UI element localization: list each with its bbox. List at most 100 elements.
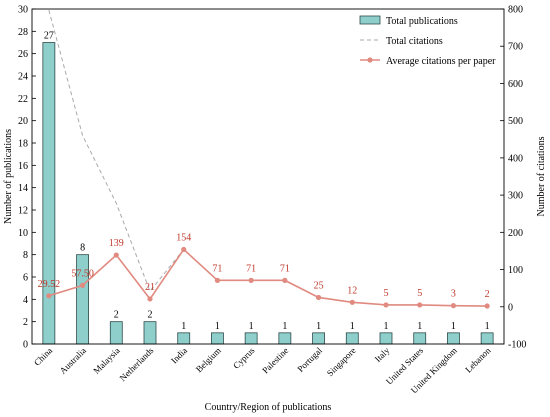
- y-tick-label: 20: [18, 116, 28, 127]
- bar-value-label: 1: [215, 321, 220, 332]
- x-tick-label: Lebanon: [463, 345, 493, 375]
- y2-tick-label: -100: [508, 340, 526, 351]
- y2-tick-label: 200: [508, 228, 523, 239]
- bar-value-label: 1: [485, 321, 490, 332]
- legend-label: Total citations: [386, 36, 443, 47]
- y2-tick-label: 500: [508, 116, 523, 127]
- y2-tick-label: 0: [508, 302, 513, 313]
- y-tick-label: 0: [23, 340, 28, 351]
- citations-line: [48, 9, 488, 307]
- y-tick-label: 8: [23, 250, 28, 261]
- bar: [42, 42, 56, 345]
- bar: [211, 332, 224, 345]
- average-value-label: 71: [246, 263, 256, 274]
- average-value-label: 29.52: [38, 279, 61, 290]
- bar: [109, 321, 123, 345]
- x-tick-label: Portugal: [295, 345, 324, 374]
- legend-label: Average citations per paper: [386, 56, 496, 67]
- y2-tick-label: 600: [508, 79, 523, 90]
- bar: [447, 332, 460, 345]
- average-point: [282, 277, 288, 283]
- bar-value-label: 1: [451, 321, 456, 332]
- bar-value-label: 1: [316, 321, 321, 332]
- average-point: [349, 299, 355, 305]
- x-tick-label: Belgium: [194, 345, 223, 374]
- bar: [379, 332, 393, 345]
- bar: [143, 321, 157, 345]
- bar: [413, 332, 427, 345]
- average-point: [147, 296, 153, 302]
- average-point: [214, 277, 221, 283]
- x-axis-title: Country/Region of publications: [205, 402, 332, 413]
- bar: [244, 332, 258, 345]
- bar-value-label: 1: [282, 321, 287, 332]
- y-tick-label: 18: [18, 139, 28, 150]
- x-tick-label: Palestine: [260, 345, 290, 375]
- x-tick-label: Malaysia: [91, 345, 121, 375]
- x-tick-label: Singapore: [325, 345, 358, 378]
- y-tick-label: 22: [18, 94, 28, 105]
- y-axis-title: Number of publications: [3, 129, 14, 224]
- bar-value-label: 1: [249, 321, 254, 332]
- legend-swatch-bar: [359, 15, 381, 25]
- y-tick-label: 10: [18, 228, 28, 239]
- average-value-label: 2: [485, 289, 490, 300]
- average-value-label: 5: [417, 288, 422, 299]
- average-value-label: 12: [347, 285, 357, 296]
- average-value-label: 154: [176, 232, 191, 243]
- average-value-label: 21: [145, 282, 155, 293]
- y-tick-label: 12: [18, 206, 28, 217]
- bar: [278, 332, 292, 345]
- y-tick-label: 26: [18, 49, 28, 60]
- bar-value-label: 1: [417, 321, 422, 332]
- x-tick-label: Australia: [58, 345, 88, 375]
- bar-value-label: 1: [350, 321, 355, 332]
- bar-value-label: 1: [181, 321, 186, 332]
- plot-frame: [31, 8, 505, 345]
- bar-value-label: 8: [80, 243, 85, 254]
- x-tick-label: Netherlands: [118, 345, 156, 383]
- y-tick-label: 2: [23, 317, 28, 328]
- average-point: [450, 303, 457, 309]
- bar: [177, 332, 191, 345]
- bar: [312, 332, 325, 345]
- average-point: [79, 282, 86, 288]
- average-point: [248, 277, 254, 283]
- average-value-label: 71: [212, 263, 222, 274]
- y2-axis-title: Number of citations: [536, 136, 547, 216]
- y-tick-label: 6: [23, 273, 28, 284]
- average-point: [181, 246, 187, 253]
- x-tick-label: India: [169, 345, 189, 365]
- x-tick-label: Italy: [373, 345, 392, 364]
- average-value-label: 5: [384, 288, 389, 299]
- bar-value-label: 2: [114, 310, 119, 321]
- y2-tick-label: 100: [508, 265, 523, 276]
- average-value-label: 71: [280, 263, 290, 274]
- average-point: [315, 294, 322, 301]
- y-tick-label: 4: [23, 295, 28, 306]
- average-point: [484, 303, 490, 309]
- y-tick-label: 30: [18, 5, 28, 16]
- y-tick-label: 28: [18, 27, 28, 38]
- x-tick-label: China: [32, 345, 54, 367]
- legend-label: Total publications: [386, 16, 458, 27]
- y2-tick-label: 400: [508, 153, 523, 164]
- y2-tick-label: 800: [508, 5, 523, 16]
- y-tick-label: 16: [18, 161, 28, 172]
- average-point: [46, 293, 52, 299]
- average-point: [383, 302, 389, 308]
- average-point: [417, 302, 423, 308]
- bar-value-label: 27: [44, 31, 54, 42]
- y-tick-label: 14: [18, 183, 28, 194]
- y2-tick-label: 300: [508, 191, 523, 202]
- bar-value-label: 2: [148, 310, 153, 321]
- average-point: [113, 252, 119, 258]
- bar-value-label: 1: [384, 321, 389, 332]
- y2-tick-label: 700: [508, 42, 523, 53]
- legend-swatch-marker: [367, 57, 373, 63]
- bar: [480, 332, 494, 345]
- average-value-label: 139: [109, 238, 124, 249]
- average-value-label: 57.50: [71, 268, 94, 279]
